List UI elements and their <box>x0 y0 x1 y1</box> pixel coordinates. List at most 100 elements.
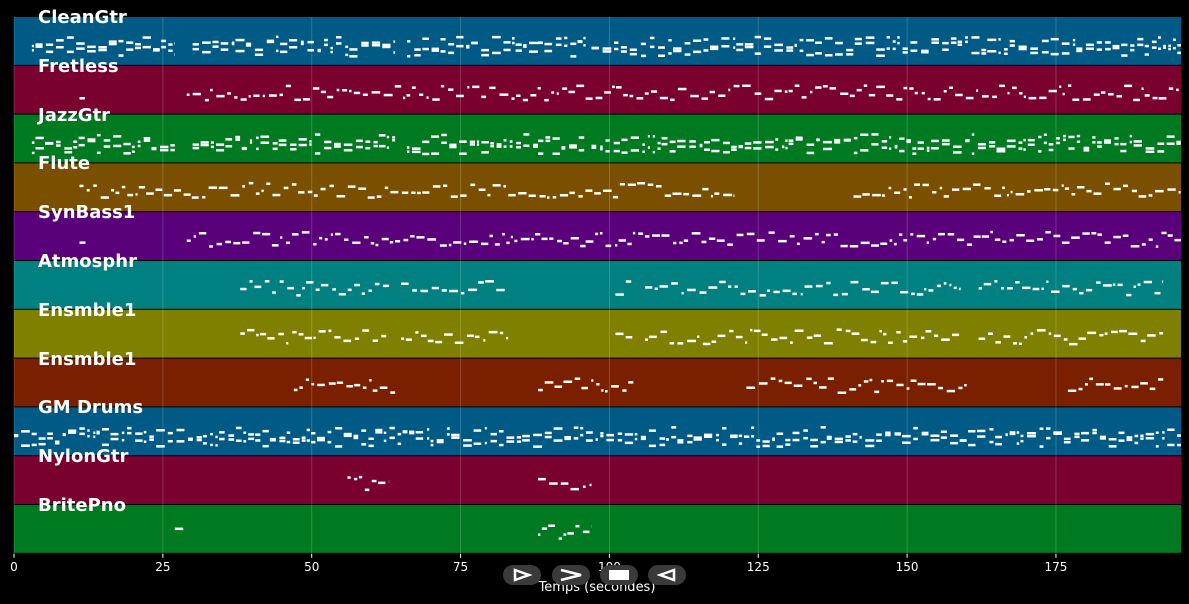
note-mark <box>338 293 346 296</box>
note-mark <box>661 142 668 146</box>
note-mark <box>1044 188 1051 191</box>
note-mark <box>602 50 612 53</box>
note-mark <box>160 145 169 149</box>
note-mark <box>498 430 504 433</box>
note-mark <box>1024 336 1028 339</box>
note-mark <box>218 186 228 190</box>
note-mark <box>736 43 744 46</box>
note-mark <box>202 442 207 445</box>
note-mark <box>1163 44 1166 48</box>
note-mark <box>431 286 439 290</box>
note-mark <box>953 145 962 148</box>
note-mark <box>570 42 577 46</box>
note-mark <box>912 147 917 150</box>
note-mark <box>718 94 726 97</box>
note-mark <box>315 288 320 291</box>
note-mark <box>1104 332 1108 335</box>
note-mark <box>174 527 184 531</box>
note-mark <box>604 91 611 94</box>
note-mark <box>466 44 470 48</box>
note-mark <box>774 43 783 47</box>
note-mark <box>854 42 862 45</box>
note-mark <box>403 238 409 242</box>
note-mark <box>744 435 750 438</box>
note-mark <box>219 431 225 434</box>
note-mark <box>601 389 604 392</box>
note-mark <box>648 444 656 448</box>
note-mark <box>978 287 982 290</box>
note-mark <box>865 439 875 442</box>
stop-button[interactable] <box>600 565 638 585</box>
note-mark <box>939 186 943 190</box>
note-mark <box>334 145 341 148</box>
note-mark <box>965 40 968 44</box>
note-mark <box>307 49 314 52</box>
note-mark <box>320 283 329 287</box>
note-mark <box>354 337 360 340</box>
note-mark <box>673 241 677 245</box>
note-mark <box>647 183 654 186</box>
note-mark <box>467 86 470 89</box>
note-mark <box>470 183 476 187</box>
note-mark <box>567 532 574 535</box>
note-mark <box>636 97 644 100</box>
note-mark <box>733 194 735 197</box>
note-mark <box>888 341 893 344</box>
note-mark <box>800 292 803 296</box>
note-mark <box>243 440 247 443</box>
note-mark <box>210 88 213 92</box>
note-mark <box>906 387 910 390</box>
note-mark <box>761 333 768 336</box>
note-mark <box>851 332 860 335</box>
note-mark <box>795 138 803 141</box>
track-lane <box>14 65 1181 114</box>
rewind-button[interactable] <box>648 565 686 585</box>
note-mark <box>736 233 744 237</box>
note-mark <box>468 288 478 292</box>
note-mark <box>767 289 771 292</box>
track-lane <box>14 407 1181 456</box>
note-mark <box>431 47 439 51</box>
note-mark <box>971 152 975 155</box>
note-mark <box>785 443 791 446</box>
note-mark <box>272 142 278 145</box>
note-mark <box>1064 187 1070 190</box>
note-mark <box>902 441 911 444</box>
note-mark <box>210 141 214 144</box>
note-mark <box>453 241 462 244</box>
note-mark <box>936 284 941 288</box>
note-mark <box>231 41 235 44</box>
forward-button[interactable] <box>552 565 590 585</box>
note-mark <box>930 438 940 442</box>
note-mark <box>606 433 614 437</box>
note-mark <box>461 291 465 295</box>
note-mark <box>862 288 870 291</box>
note-mark <box>849 388 857 391</box>
note-mark <box>267 337 275 340</box>
note-mark <box>834 440 843 444</box>
note-mark <box>943 90 947 93</box>
note-mark <box>516 94 521 97</box>
note-mark <box>167 440 173 443</box>
note-mark <box>1099 333 1104 337</box>
note-mark <box>290 148 297 151</box>
note-mark <box>225 240 231 244</box>
note-mark <box>538 477 546 481</box>
note-mark <box>514 239 518 243</box>
x-tick-label: 25 <box>155 560 171 574</box>
note-mark <box>1032 287 1040 291</box>
note-mark <box>813 381 817 385</box>
note-mark <box>862 193 870 196</box>
note-mark <box>1092 136 1096 139</box>
track-label: Flute <box>38 153 91 175</box>
note-mark <box>336 381 344 384</box>
note-mark <box>243 431 247 434</box>
note-mark <box>657 141 661 145</box>
note-mark <box>448 43 455 46</box>
note-mark <box>722 141 730 145</box>
note-mark <box>1122 234 1129 237</box>
note-mark <box>687 288 696 292</box>
note-mark <box>304 336 312 340</box>
note-mark <box>210 443 213 447</box>
play-button[interactable] <box>503 565 541 585</box>
